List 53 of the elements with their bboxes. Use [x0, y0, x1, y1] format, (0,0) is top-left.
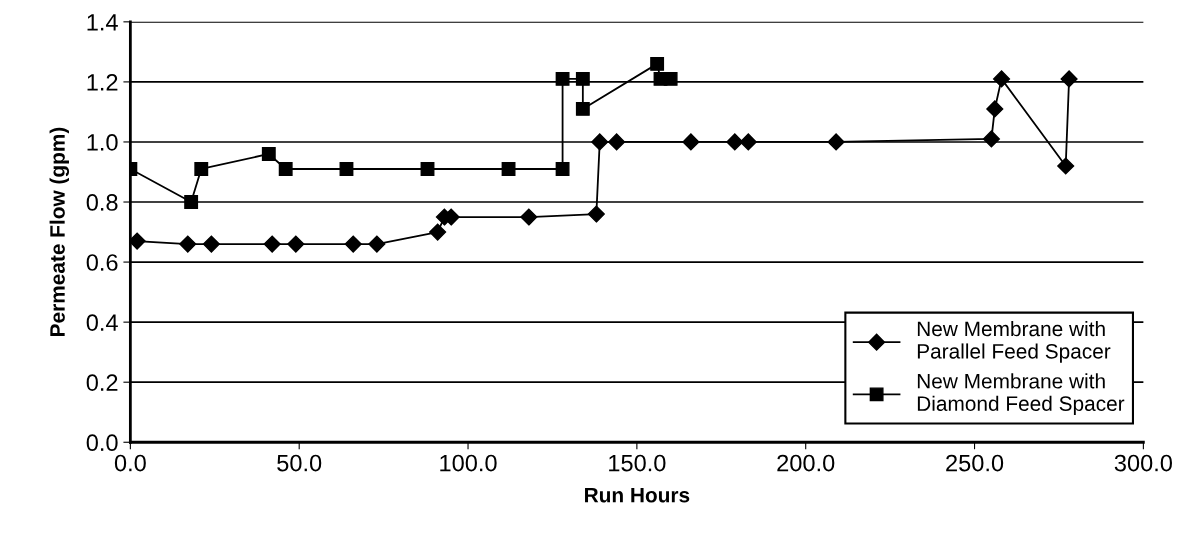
point [202, 235, 220, 253]
x-tick-label: 0.0 [114, 454, 146, 472]
y-tick-label: 0.6 [86, 254, 118, 271]
point [827, 133, 845, 151]
point [650, 56, 665, 71]
point [575, 101, 590, 116]
point [608, 133, 626, 151]
point [982, 130, 1000, 148]
x-tick-label: 200.0 [777, 454, 835, 472]
x-tick-label: 300.0 [1114, 454, 1172, 472]
point [1057, 157, 1075, 175]
legend-label: New Membrane with Parallel Feed Spacer [917, 320, 1111, 363]
point [663, 71, 678, 86]
point [587, 205, 605, 223]
point [555, 162, 570, 176]
point [368, 235, 386, 253]
point [420, 162, 435, 176]
y-tick-label: 1.4 [87, 14, 118, 31]
point [726, 133, 744, 151]
point [278, 162, 293, 176]
y-tick-label: 0.0 [86, 434, 118, 452]
point [287, 235, 305, 253]
legend-label: New Membrane with Diamond Feed Spacer [917, 373, 1125, 416]
y-tick-label: 1.2 [87, 73, 118, 91]
y-tick-label: 1.0 [87, 134, 118, 151]
point [429, 223, 447, 241]
point [993, 70, 1011, 88]
point [130, 232, 146, 250]
y-axis-title: Permeate Flow (gpm) [49, 127, 70, 336]
point [263, 235, 281, 253]
y-tick-label: 0.8 [86, 194, 118, 211]
y-tick-label: 0.2 [86, 374, 118, 391]
point [179, 235, 197, 253]
x-tick-label: 150.0 [609, 454, 666, 472]
point [344, 235, 362, 253]
x-tick-label: 250.0 [946, 454, 1004, 472]
point [575, 71, 590, 86]
point [339, 162, 354, 176]
x-axis-title: Run Hours [585, 487, 690, 503]
point [739, 133, 757, 151]
point [986, 100, 1004, 118]
point [682, 133, 700, 151]
x-tick-label: 100.0 [440, 454, 497, 472]
point [501, 162, 516, 176]
point [520, 208, 538, 226]
x-tick-label: 50.0 [277, 454, 322, 472]
point [555, 71, 570, 86]
point [261, 147, 276, 161]
point [1060, 70, 1078, 88]
point [184, 195, 199, 209]
point [591, 133, 609, 151]
y-tick-label: 0.4 [86, 314, 118, 331]
point [194, 162, 209, 176]
